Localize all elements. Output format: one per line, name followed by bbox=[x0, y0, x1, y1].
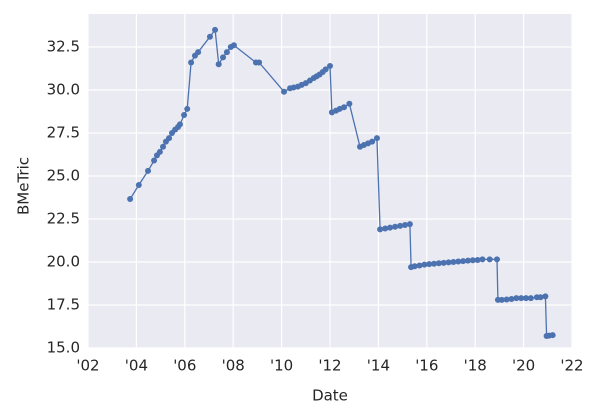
data-point bbox=[373, 135, 380, 142]
y-tick-label: 22.5 bbox=[47, 210, 80, 228]
x-tick-label: '04 bbox=[125, 357, 148, 375]
data-point bbox=[542, 293, 549, 300]
y-tick-label: 17.5 bbox=[47, 296, 80, 314]
data-point bbox=[440, 259, 447, 266]
data-point bbox=[503, 296, 510, 303]
data-point bbox=[206, 33, 213, 40]
data-point bbox=[411, 263, 418, 270]
y-tick-label: 27.5 bbox=[47, 124, 80, 142]
data-point bbox=[156, 148, 163, 155]
data-point bbox=[464, 257, 471, 264]
data-point bbox=[435, 260, 442, 267]
data-point bbox=[474, 256, 481, 263]
data-point bbox=[223, 49, 230, 56]
x-tick-label: '08 bbox=[222, 357, 245, 375]
data-point bbox=[549, 332, 556, 339]
x-tick-label: '06 bbox=[173, 357, 196, 375]
data-point bbox=[212, 26, 219, 33]
data-point bbox=[527, 295, 534, 302]
data-point bbox=[215, 61, 222, 68]
data-point bbox=[421, 261, 428, 268]
data-point bbox=[327, 62, 333, 69]
data-point bbox=[195, 49, 202, 56]
data-point bbox=[382, 225, 389, 232]
y-tick-label: 25.0 bbox=[47, 167, 80, 185]
x-tick-label: '10 bbox=[270, 357, 293, 375]
x-tick-label: '22 bbox=[560, 357, 583, 375]
data-point bbox=[469, 257, 476, 264]
data-point bbox=[188, 59, 195, 66]
y-tick-label: 15.0 bbox=[47, 339, 80, 357]
x-tick-label: '12 bbox=[318, 357, 341, 375]
data-point bbox=[455, 258, 462, 265]
x-tick-label: '18 bbox=[464, 357, 487, 375]
x-tick-label: '16 bbox=[415, 357, 438, 375]
data-point bbox=[151, 157, 158, 164]
x-tick-label: '02 bbox=[76, 357, 99, 375]
y-tick-label: 32.5 bbox=[47, 38, 80, 56]
data-point bbox=[181, 111, 188, 118]
data-point bbox=[369, 138, 376, 145]
data-point bbox=[176, 121, 183, 128]
x-axis-label: Date bbox=[312, 387, 348, 405]
y-axis-label: BMeTric bbox=[15, 157, 33, 215]
data-point bbox=[460, 258, 467, 265]
data-point bbox=[493, 256, 500, 263]
data-point bbox=[135, 181, 142, 188]
x-tick-label: '20 bbox=[512, 357, 535, 375]
data-point bbox=[416, 262, 423, 269]
data-point bbox=[256, 59, 263, 66]
data-point bbox=[406, 221, 413, 228]
data-point bbox=[127, 196, 134, 203]
data-point bbox=[145, 167, 152, 174]
data-point bbox=[486, 256, 493, 263]
data-point bbox=[431, 260, 438, 267]
data-point bbox=[518, 295, 525, 302]
y-tick-label: 30.0 bbox=[47, 81, 80, 99]
data-point bbox=[392, 223, 399, 230]
data-point bbox=[322, 66, 329, 73]
data-point bbox=[184, 105, 191, 112]
data-point bbox=[220, 54, 227, 61]
data-point bbox=[508, 295, 515, 302]
data-point bbox=[426, 261, 433, 268]
y-tick-label: 20.0 bbox=[47, 253, 80, 271]
data-point bbox=[402, 222, 409, 229]
x-tick-label: '14 bbox=[367, 357, 390, 375]
data-point bbox=[445, 259, 452, 266]
data-point bbox=[397, 222, 404, 229]
data-point bbox=[346, 100, 353, 107]
data-point bbox=[377, 226, 384, 233]
data-point bbox=[523, 295, 530, 302]
data-point bbox=[513, 295, 520, 302]
data-point bbox=[160, 143, 167, 150]
data-point bbox=[281, 88, 288, 95]
data-point bbox=[230, 42, 237, 49]
data-point bbox=[341, 104, 348, 111]
data-point bbox=[387, 224, 394, 231]
data-point bbox=[479, 256, 486, 263]
data-point bbox=[498, 296, 505, 303]
data-point bbox=[537, 294, 544, 301]
data-point bbox=[166, 135, 173, 142]
data-point bbox=[450, 259, 457, 266]
